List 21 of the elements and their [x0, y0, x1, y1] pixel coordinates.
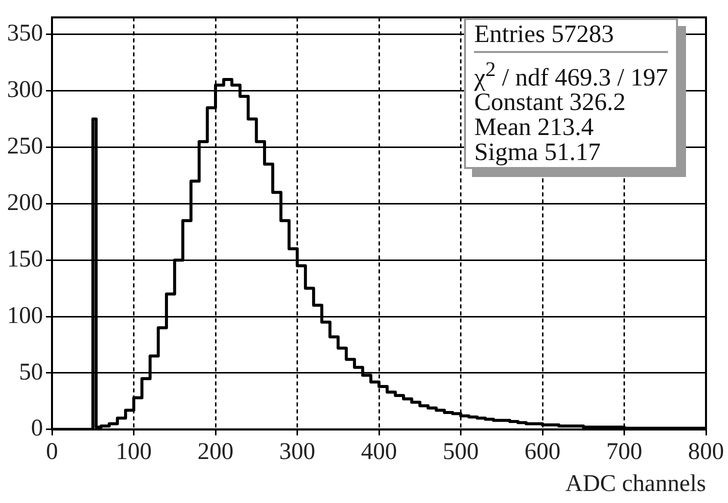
annotation: Mean 213.4: [474, 114, 595, 142]
x-tick-label: 400: [361, 439, 397, 466]
x-tick-label: 800: [688, 439, 724, 466]
y-tick-label: 100: [7, 302, 43, 329]
x-tick-label: 600: [524, 439, 560, 466]
annotation: Entries 57283: [474, 21, 668, 53]
y-tick-label: 250: [7, 134, 43, 160]
y-tick-label: 350: [7, 20, 43, 47]
y-tick-label: 200: [7, 190, 43, 216]
y-tick-label: 300: [7, 77, 43, 104]
x-tick-label: 700: [606, 439, 642, 466]
y-tick-label: 0: [31, 416, 43, 442]
x-tick-label: 500: [442, 439, 479, 466]
y-tick-label: 150: [7, 246, 43, 272]
annotation: Sigma 51.17: [474, 139, 602, 166]
x-axis-title: ADC channels: [565, 470, 706, 497]
x-tick-label: 300: [279, 439, 316, 466]
annotation: χ$^{2}$ / ndf 469.3 / 197: [474, 57, 668, 92]
x-tick-label: 200: [198, 439, 234, 466]
x-tick-label: 100: [116, 439, 152, 466]
y-tick-label: 50: [19, 359, 43, 386]
